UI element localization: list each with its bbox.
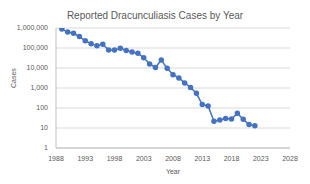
svg-text:1,000,000: 1,000,000: [17, 24, 48, 31]
svg-text:2018: 2018: [224, 155, 240, 162]
svg-text:2023: 2023: [253, 155, 269, 162]
svg-text:1988: 1988: [48, 155, 64, 162]
svg-text:10,000: 10,000: [27, 64, 49, 71]
svg-text:100: 100: [36, 104, 48, 111]
svg-text:1998: 1998: [107, 155, 123, 162]
svg-text:2003: 2003: [136, 155, 152, 162]
svg-text:10: 10: [40, 124, 48, 131]
svg-text:1,000: 1,000: [30, 84, 48, 91]
svg-text:2028: 2028: [282, 155, 298, 162]
svg-text:Year: Year: [166, 168, 181, 175]
html-text:Reported Dracunculiasis Cases: Reported Dracunculiasis Cases by Year: [66, 10, 244, 21]
svg-text:1: 1: [44, 144, 48, 151]
svg-text:2013: 2013: [194, 155, 210, 162]
svg-text:1993: 1993: [77, 155, 93, 162]
svg-text:100,000: 100,000: [23, 44, 48, 51]
svg-text:Cases: Cases: [10, 68, 17, 88]
svg-text:2008: 2008: [165, 155, 181, 162]
